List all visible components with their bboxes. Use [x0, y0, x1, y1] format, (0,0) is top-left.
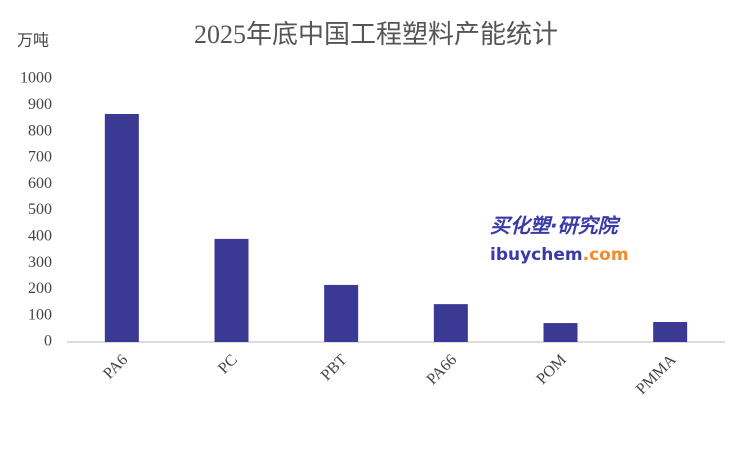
- bar: [543, 323, 578, 342]
- bar: [433, 304, 468, 342]
- x-tick-label: PC: [215, 351, 241, 377]
- x-tick-label: POM: [533, 351, 570, 388]
- bar: [653, 322, 688, 342]
- x-tick-label: PA6: [100, 351, 131, 382]
- bar: [324, 284, 359, 342]
- x-tick-label: PA66: [423, 351, 460, 388]
- y-tick-label: 300: [28, 254, 52, 271]
- x-tick-label: PBT: [318, 351, 351, 384]
- y-tick-label: 1000: [20, 70, 52, 87]
- x-tick-label: PMMA: [633, 351, 680, 398]
- y-tick-label: 500: [28, 201, 52, 218]
- y-tick-label: 900: [28, 96, 52, 113]
- y-tick-label: 800: [28, 122, 52, 139]
- y-tick-label: 400: [28, 227, 52, 244]
- y-tick-label: 700: [28, 149, 52, 166]
- watermark-text: .com: [583, 245, 629, 265]
- y-tick-label: 100: [28, 306, 52, 323]
- chart-title: 2025年底中国工程塑料产能统计: [194, 20, 558, 49]
- y-tick-label: 0: [44, 333, 52, 350]
- watermark: 买化塑·研究院: [490, 214, 622, 238]
- bar: [104, 113, 139, 342]
- bar: [214, 238, 249, 342]
- y-tick-label: 200: [28, 280, 52, 297]
- y-axis-label: 万吨: [17, 32, 49, 50]
- y-tick-label: 600: [28, 175, 52, 192]
- watermark-text: ibuychem: [490, 245, 583, 265]
- watermark: ibuychem.com: [490, 245, 629, 265]
